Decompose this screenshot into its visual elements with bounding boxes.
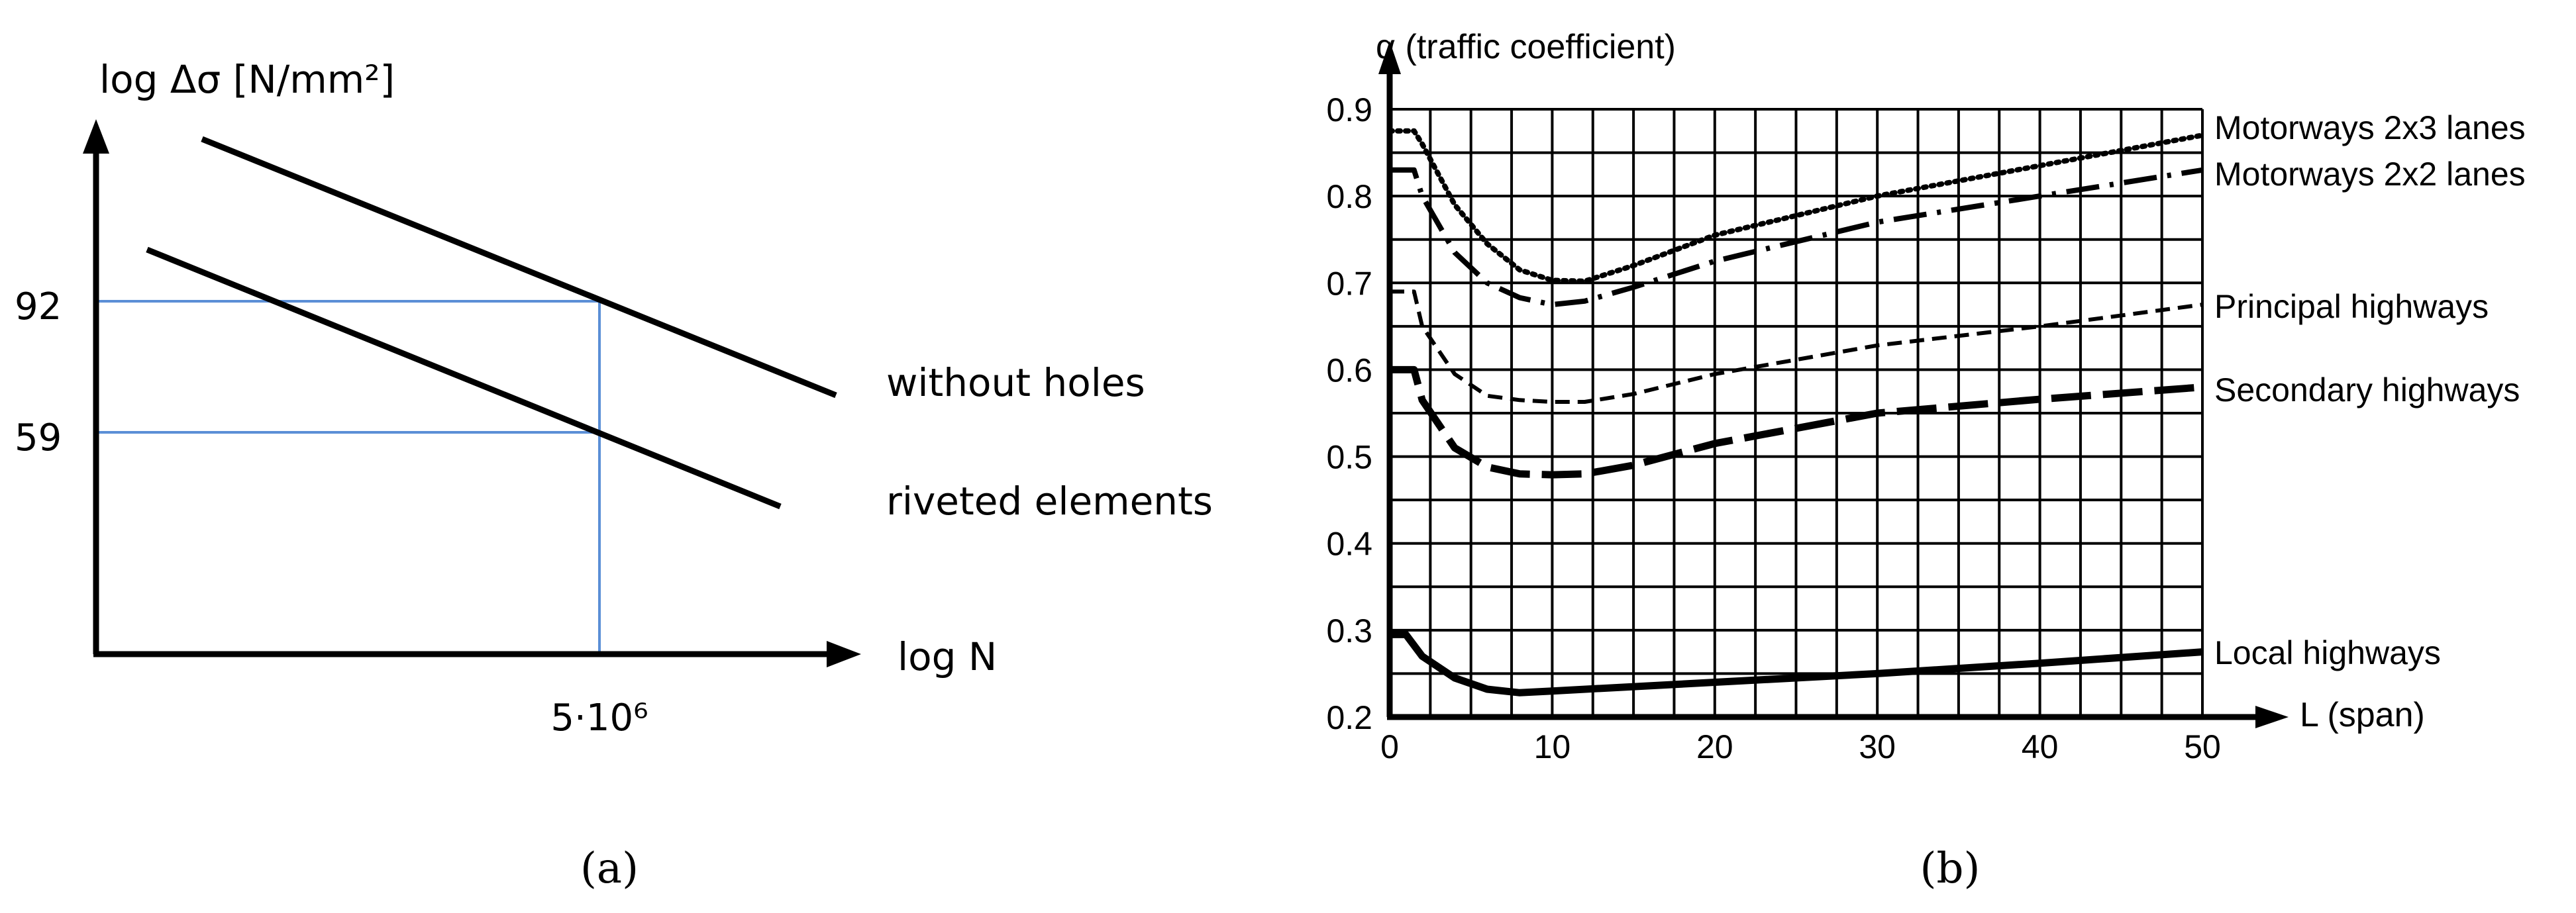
series-line-riveted-elements [146, 246, 782, 510]
y-axis-label-a: log Δσ [N/mm²] [99, 57, 395, 102]
y-tick-label: 0.4 [1326, 526, 1372, 563]
x-tick-label: 30 [1859, 728, 1896, 765]
x-tick-label-5e6: 5·10⁶ [550, 697, 648, 740]
x-tick-label: 0 [1380, 728, 1399, 765]
y-tick-label-59: 59 [15, 416, 62, 459]
y-tick-label: 0.2 [1326, 699, 1372, 736]
x-tick-label: 20 [1696, 728, 1733, 765]
y-axis-arrow-a [83, 119, 109, 154]
x-tick-label: 50 [2184, 728, 2221, 765]
y-tick-label: 0.7 [1326, 265, 1372, 302]
series-b [1387, 128, 2205, 697]
x-axis-label-b: L (span) [2300, 696, 2425, 734]
grid-b [1388, 108, 2204, 718]
y-axis-arrow-b [1378, 41, 1401, 74]
y-tick-label-92: 92 [15, 285, 62, 328]
x-axis-arrow-a [827, 641, 861, 667]
y-tick-label: 0.5 [1326, 439, 1372, 476]
series-label-motorways-2x3-lanes: Motorways 2x3 lanes [2214, 109, 2526, 146]
series-label-without-holes: without holes [886, 360, 1145, 405]
panel-a: log Δσ [N/mm²] log N 92 59 5·10⁶ without… [15, 57, 1213, 893]
series-line-motorways-2x3-lanes [1387, 128, 2205, 284]
y-tick-label: 0.8 [1326, 178, 1372, 215]
x-axis-arrow-b [2255, 706, 2289, 728]
series-line-local-highways [1390, 630, 2203, 697]
series-label-riveted-elements: riveted elements [886, 479, 1213, 524]
y-tick-label: 0.3 [1326, 612, 1372, 649]
x-tick-label: 40 [2022, 728, 2059, 765]
series-label-secondary-highways: Secondary highways [2214, 371, 2520, 408]
legend-b: Motorways 2x3 lanes Motorways 2x2 lanes Pr… [2214, 109, 2526, 671]
ticks-b: 0 10 20 30 40 50 0.2 0.3 0.4 0.5 0.6 0.7 0.8 0.9 [1326, 91, 2220, 765]
x-axis-label-a: log N [898, 634, 997, 679]
panel-label-a: (a) [580, 844, 639, 893]
series-line-secondary-highways [1390, 365, 2203, 479]
series-label-local-highways: Local highways [2214, 634, 2441, 671]
y-tick-label: 0.6 [1326, 352, 1372, 389]
panel-b: 0 10 20 30 40 50 0.2 0.3 0.4 0.5 0.6 0.7 0.8 0.9 Moto… [1326, 28, 2525, 893]
series-line-principal-highways [1390, 289, 2203, 404]
series-label-motorways-2x2-lanes: Motorways 2x2 lanes [2214, 156, 2526, 193]
axes-b [1378, 41, 2289, 728]
y-axis-label-b: α (traffic coefficient) [1376, 28, 1676, 66]
y-tick-label: 0.9 [1326, 91, 1372, 128]
panel-label-b: (b) [1920, 844, 1981, 893]
x-tick-label: 10 [1534, 728, 1571, 765]
series-label-principal-highways: Principal highways [2214, 288, 2489, 325]
series-line-without-holes [201, 136, 837, 399]
